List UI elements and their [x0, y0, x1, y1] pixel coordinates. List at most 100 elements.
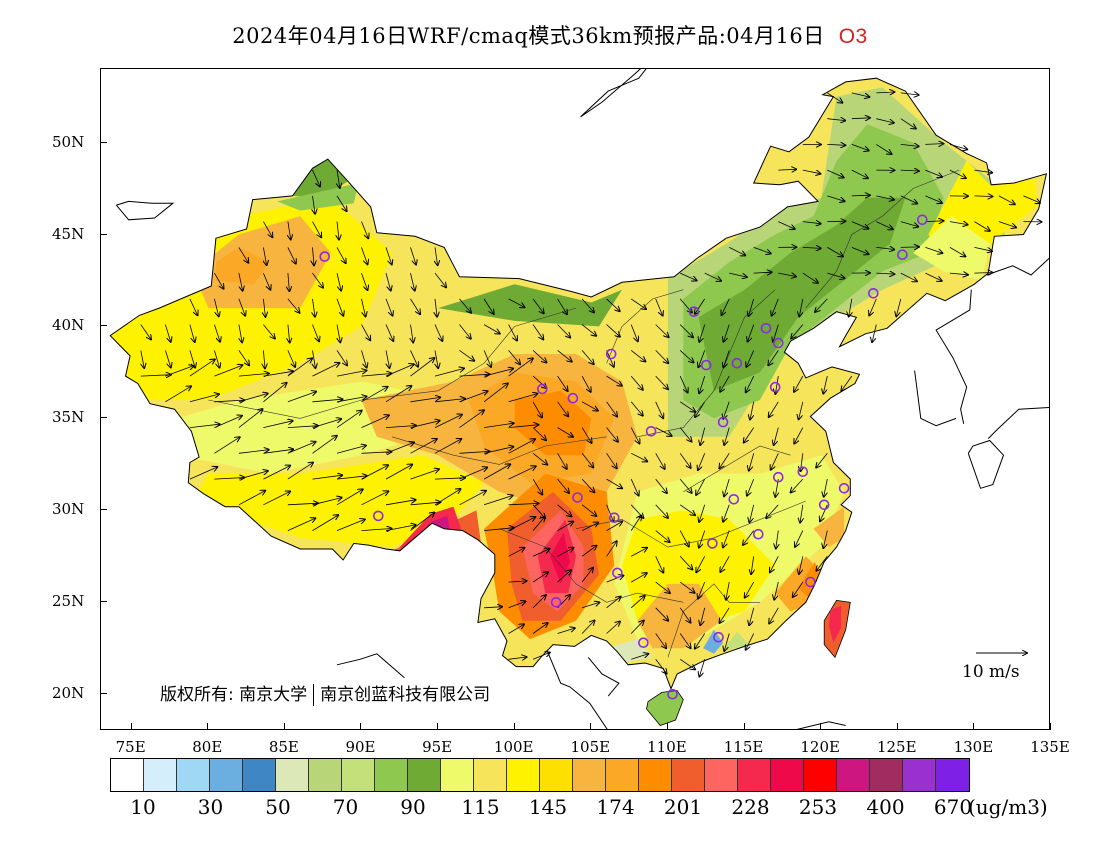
china-border [109, 77, 1048, 691]
wind-arrow [799, 298, 803, 317]
city-marker [608, 512, 620, 524]
wind-arrow [720, 607, 730, 623]
wind-arrow [410, 502, 441, 505]
wind-arrow [876, 144, 891, 154]
wind-arrow [385, 442, 414, 454]
wind-arrow [581, 324, 596, 336]
wind-arrow [679, 581, 694, 593]
wind-arrow [827, 144, 845, 145]
wind-arrow [723, 504, 730, 522]
lat-tick-label: 20N [52, 684, 85, 703]
wind-arrow [410, 439, 437, 454]
wind-arrow [631, 452, 647, 461]
city-marker [550, 596, 562, 608]
concentration-region [438, 284, 622, 327]
wind-arrow [336, 476, 367, 480]
wind-arrow [655, 478, 667, 493]
wind-arrow [263, 324, 274, 339]
wind-arrow [434, 272, 446, 287]
wind-arrow [312, 419, 342, 428]
colorbar-swatch [837, 759, 870, 791]
wind-arrow [679, 556, 692, 569]
wind-arrow [766, 504, 779, 518]
lon-tick-label: 100E [493, 738, 534, 756]
lat-tick [100, 693, 107, 695]
wind-arrow [630, 427, 639, 444]
wind-arrow [791, 478, 804, 492]
wind-arrow [876, 118, 894, 123]
coastlines [115, 69, 1049, 729]
wind-arrow [815, 298, 828, 312]
wind-arrow [141, 350, 144, 368]
wind-arrow [214, 350, 219, 367]
wind-arrow [749, 607, 755, 625]
wind-arrow [557, 298, 567, 314]
colorbar-label: 201 [663, 795, 703, 819]
coastline [336, 653, 405, 679]
wind-arrow [876, 247, 894, 249]
province-boundary [606, 289, 684, 364]
copyright-org-nju: 南京大学 [239, 685, 308, 705]
wind-arrow [313, 247, 315, 265]
wind-arrow [827, 169, 843, 177]
wind-arrow [581, 298, 594, 313]
wind-arrow [214, 400, 244, 402]
wind-arrow [816, 556, 828, 570]
wind-arrow [287, 463, 313, 480]
wind-arrow [336, 247, 346, 263]
wind-arrow [508, 358, 533, 377]
wind-arrow [655, 530, 670, 542]
province-boundary [208, 307, 577, 419]
wind-arrow [410, 273, 415, 291]
wind-arrow [508, 601, 526, 609]
wind-arrow [557, 350, 572, 361]
wind-arrow [876, 273, 894, 274]
wind-arrow [720, 556, 730, 572]
lat-tick-label: 35N [52, 408, 85, 427]
wind-arrow [557, 375, 568, 391]
wind-arrow [189, 350, 195, 367]
wind-arrow [774, 427, 779, 445]
wind-arrow [799, 556, 804, 574]
wind-arrow [189, 298, 198, 315]
wind-arrow [679, 401, 695, 412]
wind-arrow [214, 416, 242, 428]
city-marker [897, 249, 908, 260]
wind-arrow [719, 453, 730, 468]
wind-arrow [900, 118, 916, 129]
wind-reference-label: 10 m/s [962, 662, 1020, 682]
wind-arrow [385, 272, 391, 290]
province-boundary [392, 436, 607, 465]
wind-arrow [655, 298, 663, 316]
city-marker [717, 416, 729, 428]
wind-arrow [679, 658, 695, 669]
wind-arrow [508, 624, 524, 634]
wind-arrow [238, 491, 265, 506]
lon-tick [283, 723, 285, 730]
colorbar-label: 50 [265, 795, 291, 819]
wind-arrow [361, 465, 389, 480]
wind-arrow [336, 411, 362, 428]
wind-arrow [361, 415, 389, 428]
colorbar-swatch [540, 759, 573, 791]
wind-arrow [336, 489, 363, 506]
wind-arrow [824, 479, 828, 497]
wind-arrow [900, 170, 919, 171]
city-marker [752, 528, 764, 540]
wind-arrow [214, 437, 239, 454]
wind-arrow [769, 401, 779, 417]
wind-arrow [699, 504, 706, 522]
wind-arrow [410, 513, 435, 531]
wind-arrow [679, 375, 687, 392]
wind-arrow [557, 504, 572, 517]
city-marker [638, 637, 649, 649]
wind-arrow [630, 478, 638, 495]
wind-arrow [606, 504, 614, 522]
wind-arrow [606, 622, 620, 634]
wind-arrow [410, 397, 441, 403]
wind-arrow [696, 556, 706, 572]
wind-arrow [385, 324, 393, 341]
lon-tick-label: 95E [422, 738, 453, 756]
colorbar-label: 90 [400, 795, 426, 819]
wind-arrow [925, 169, 942, 177]
